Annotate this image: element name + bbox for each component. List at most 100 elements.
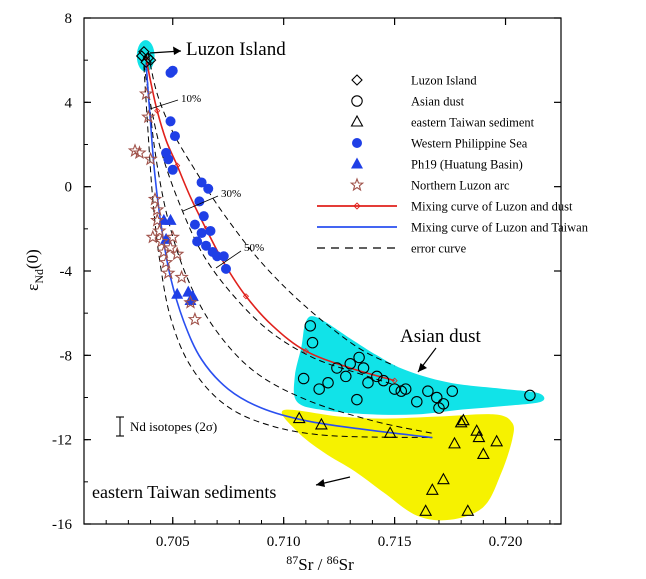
point-circle-filled bbox=[163, 154, 174, 165]
y-tick-label: -12 bbox=[52, 433, 72, 449]
point-triangle-open bbox=[490, 434, 504, 447]
annotation-taiwan: eastern Taiwan sediments bbox=[92, 482, 276, 502]
mixing-curve-taiwan bbox=[145, 64, 433, 439]
legend-line-red-marker bbox=[353, 202, 361, 210]
point-circle-open bbox=[322, 376, 334, 389]
point-triangle-open bbox=[314, 417, 328, 430]
point-star-open bbox=[152, 223, 167, 238]
error-curve-2 bbox=[143, 64, 395, 386]
point-circle-open bbox=[377, 374, 390, 387]
point-star-open bbox=[161, 265, 176, 280]
point-triangle-open bbox=[436, 472, 450, 485]
data-points bbox=[127, 45, 536, 516]
point-circle-filled bbox=[169, 131, 180, 142]
point-circle-filled bbox=[218, 251, 229, 262]
point-triangle-open bbox=[292, 411, 306, 424]
point-circle-filled bbox=[196, 228, 207, 239]
point-triangle-open bbox=[454, 415, 468, 428]
point-circle-open bbox=[371, 370, 383, 383]
leader-10pct bbox=[149, 99, 179, 110]
point-star-open bbox=[174, 269, 189, 284]
y-tick-label: -8 bbox=[60, 348, 73, 364]
point-triangle-filled bbox=[164, 213, 177, 225]
point-circle-open bbox=[353, 351, 365, 364]
point-circle-filled bbox=[196, 177, 207, 188]
mixing-curve-dust-marker bbox=[302, 348, 309, 355]
point-circle-open bbox=[437, 398, 450, 410]
point-triangle-open bbox=[425, 483, 439, 495]
x-tick-label: 0.720 bbox=[489, 534, 523, 550]
point-star-open bbox=[147, 191, 163, 206]
annotation-10pct: 10% bbox=[181, 93, 201, 105]
point-circle-filled bbox=[194, 196, 205, 207]
legend-label: Mixing curve of Luzon and dust bbox=[411, 200, 573, 214]
point-circle-open bbox=[340, 370, 352, 383]
error-curve-3 bbox=[145, 62, 433, 434]
error-curve-4 bbox=[143, 66, 433, 439]
point-triangle-open bbox=[461, 504, 475, 516]
annotation-dust: Asian dust bbox=[400, 326, 481, 347]
point-circle-filled bbox=[201, 240, 212, 251]
leader-50pct bbox=[215, 250, 242, 269]
point-circle-filled bbox=[192, 236, 203, 247]
x-tick-label: 0.715 bbox=[378, 534, 412, 550]
point-circle-open bbox=[524, 389, 536, 402]
annotation-30pct: 30% bbox=[221, 188, 241, 200]
point-star-open bbox=[170, 246, 185, 261]
region-taiwan bbox=[281, 409, 514, 521]
point-star-open bbox=[150, 202, 165, 216]
axes: 0.705 0.710 0.715 0.720 8 4 0 -4 -8 -12 -16 87Sr / … bbox=[23, 11, 562, 574]
point-circle-open bbox=[399, 383, 412, 395]
point-circle-filled bbox=[198, 211, 209, 222]
point-triangle-open bbox=[448, 436, 461, 449]
legend: Luzon Island Asian dust eastern Taiwan sed… bbox=[317, 74, 589, 256]
point-triangle-open bbox=[419, 504, 433, 516]
leader-30pct bbox=[182, 195, 219, 212]
point-circle-open bbox=[304, 320, 317, 332]
annotations: Luzon Island Asian dust eastern Taiwan sed… bbox=[92, 39, 481, 502]
error-curve-1 bbox=[147, 53, 395, 367]
point-circle-filled bbox=[167, 164, 178, 175]
point-star-open bbox=[163, 240, 178, 254]
x-axis-label: 87Sr / 86Sr bbox=[286, 553, 354, 574]
point-circle-open bbox=[313, 383, 325, 395]
point-circle-open bbox=[431, 391, 443, 404]
arrow-taiwan-head bbox=[316, 479, 325, 487]
point-triangle-open bbox=[472, 430, 486, 443]
arrow-dust-head bbox=[418, 363, 427, 372]
legend-symbol-circle-open bbox=[351, 95, 363, 107]
x-tick-label: 0.710 bbox=[267, 534, 301, 550]
arrow-luzon-head bbox=[173, 46, 181, 55]
point-circle-open bbox=[422, 385, 434, 397]
region-dust bbox=[293, 316, 545, 415]
point-circle-filled bbox=[165, 116, 176, 127]
legend-label: Asian dust bbox=[411, 95, 465, 109]
y-tick-label: -16 bbox=[52, 517, 72, 533]
legend-label: error curve bbox=[411, 242, 467, 256]
point-circle-open bbox=[446, 385, 459, 397]
point-circle-filled bbox=[205, 225, 216, 236]
point-star-open bbox=[187, 311, 203, 326]
legend-label: Western Philippine Sea bbox=[411, 137, 528, 151]
point-triangle-filled bbox=[171, 287, 184, 299]
mixing-curve-dust-marker bbox=[391, 377, 398, 384]
point-circle-open bbox=[433, 402, 445, 414]
legend-symbol-triangle-open bbox=[350, 114, 364, 127]
legend-symbol-star-open bbox=[349, 177, 365, 192]
point-circle-open bbox=[362, 376, 374, 389]
curves bbox=[143, 53, 433, 439]
point-star-open bbox=[141, 109, 156, 124]
y-tick-label: 8 bbox=[65, 11, 73, 27]
point-diamond-open bbox=[144, 54, 157, 66]
point-star-open bbox=[145, 229, 160, 244]
legend-label: Mixing curve of Luzon and Taiwan bbox=[411, 221, 589, 235]
legend-label: Luzon Island bbox=[411, 74, 477, 88]
annotation-luzon: Luzon Island bbox=[186, 39, 286, 60]
y-tick-label: 4 bbox=[65, 95, 73, 111]
point-circle-open bbox=[388, 383, 401, 395]
point-circle-filled bbox=[203, 183, 214, 194]
point-star-open bbox=[158, 255, 174, 269]
point-circle-open bbox=[331, 362, 343, 374]
point-star-open bbox=[132, 145, 147, 160]
